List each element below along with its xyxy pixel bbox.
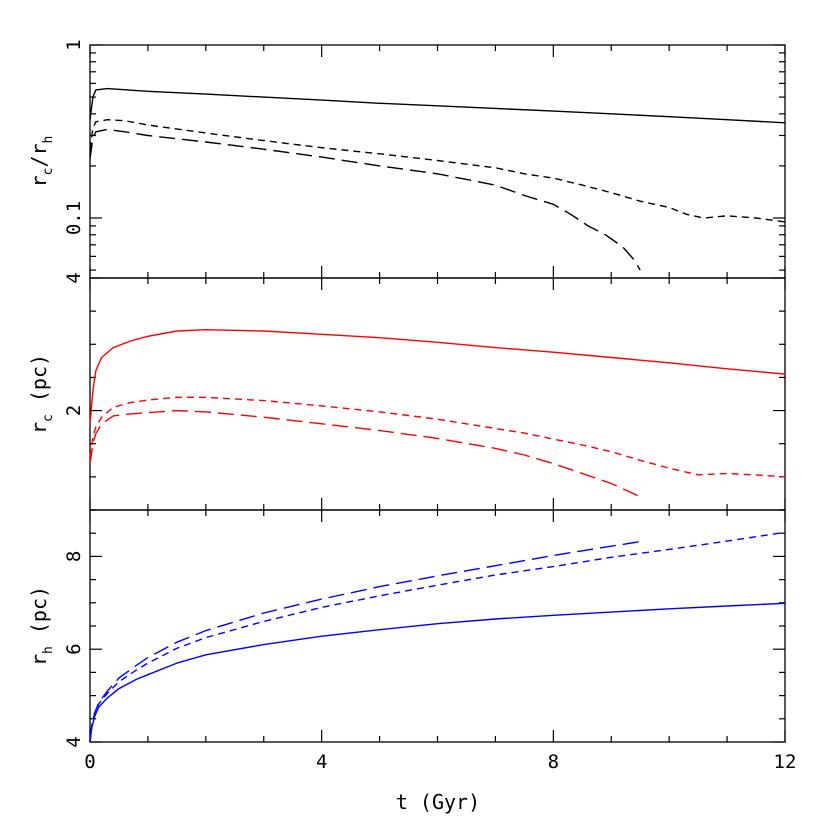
panel-frame (89, 509, 786, 743)
series-solid-line (89, 602, 786, 743)
panel-bottom: 8 6 4 0 4 8 12 rh (pc) (27, 509, 797, 773)
panel-top: 1 0.1 rc/rh (27, 39, 786, 279)
x-tick-label: 0 (84, 751, 95, 773)
y-tick-label: 4 (63, 736, 85, 747)
y-axis-label: rc/rh (27, 136, 56, 188)
series-long-dash-line (89, 128, 641, 271)
panel-frame (89, 44, 786, 279)
series-solid-line (89, 87, 786, 124)
y-tick-label: 4 (63, 272, 85, 283)
series-solid-line (89, 329, 786, 424)
series-long-dash-line (89, 409, 641, 498)
y-axis-label: rc (pc) (27, 354, 56, 434)
x-tick-label: 8 (548, 751, 559, 773)
panel-middle: 4 2 rc (pc) (27, 272, 786, 511)
y-tick-label: 8 (63, 551, 85, 562)
x-tick-label: 4 (316, 751, 327, 773)
series-short-dash-line (89, 118, 786, 223)
x-tick-label: 12 (774, 751, 797, 773)
y-tick-label: 0.1 (63, 201, 85, 235)
series-short-dash-line (89, 531, 786, 743)
panel-frame (89, 277, 786, 511)
y-axis-label: rh (pc) (27, 586, 56, 666)
y-tick-label: 1 (63, 39, 85, 50)
series-long-dash-line (89, 540, 641, 743)
series-short-dash-line (89, 396, 786, 478)
y-tick-label: 2 (63, 405, 85, 416)
y-tick-label: 6 (63, 643, 85, 654)
x-axis-label: t (Gyr) (396, 790, 480, 814)
